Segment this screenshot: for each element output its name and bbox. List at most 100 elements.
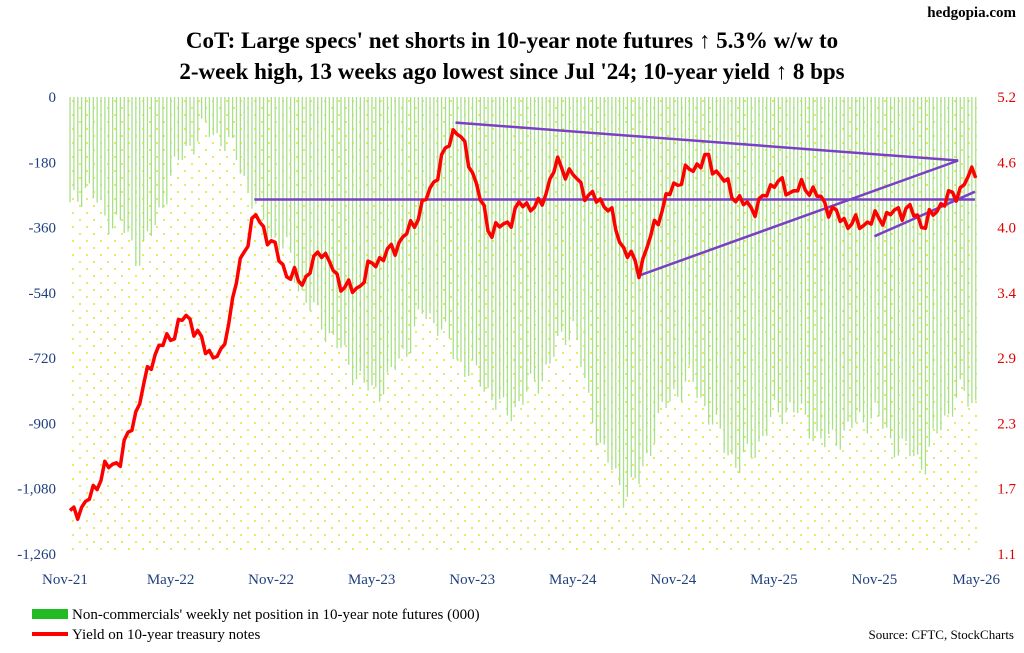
net-position-bar <box>557 97 559 337</box>
x-tick-label: Nov-24 <box>650 572 696 588</box>
net-position-bar <box>874 97 876 403</box>
net-position-bar <box>73 97 75 191</box>
net-position-bar <box>69 97 71 203</box>
net-position-bar <box>599 97 601 443</box>
net-position-bar <box>858 97 861 413</box>
net-position-bar <box>622 97 625 508</box>
net-position-bar <box>762 97 764 437</box>
x-tick-label: Nov-23 <box>449 572 495 588</box>
net-position-bar <box>491 97 493 401</box>
net-position-bar <box>889 97 892 439</box>
net-position-bar <box>793 97 795 413</box>
left-tick-label: -1,260 <box>17 547 56 563</box>
net-position-bar <box>336 97 338 349</box>
net-position-bar <box>471 97 474 361</box>
net-position-bar <box>417 97 420 310</box>
right-tick-label: 1.1 <box>997 547 1016 563</box>
net-position-bar <box>673 97 675 390</box>
left-tick-label: 0 <box>49 90 57 106</box>
net-position-bar <box>928 97 930 447</box>
net-position-bar <box>576 97 578 341</box>
net-position-bar <box>487 97 489 388</box>
net-position-bar <box>742 97 745 453</box>
net-position-bar <box>433 97 435 324</box>
net-position-bar <box>495 97 497 410</box>
net-position-bar <box>371 97 373 386</box>
net-position-bar <box>220 97 222 147</box>
left-tick-label: -540 <box>29 286 57 302</box>
net-position-bar <box>177 97 180 161</box>
net-position-bar <box>727 97 729 456</box>
net-position-bar <box>96 97 98 203</box>
net-position-bar <box>773 97 776 401</box>
net-position-bar <box>92 97 94 199</box>
net-position-bar <box>231 97 234 139</box>
net-position-bar <box>460 97 462 362</box>
net-position-bar <box>746 97 749 444</box>
net-position-bar <box>108 97 110 235</box>
net-position-bar <box>940 97 942 431</box>
net-position-bar <box>696 97 698 398</box>
net-position-bar <box>847 97 849 422</box>
net-position-bar <box>642 97 644 467</box>
net-position-bar <box>897 97 899 456</box>
net-position-bar <box>789 97 791 403</box>
net-position-bar <box>924 97 927 475</box>
net-position-bar <box>398 97 400 359</box>
net-position-bar <box>251 97 253 209</box>
net-position-bar <box>522 97 524 405</box>
net-position-bar <box>719 97 721 429</box>
net-position-bar <box>797 97 799 414</box>
x-axis: Nov-21 May-22 Nov-22 May-23 Nov-23 May-24 Nov-… <box>42 572 1000 588</box>
legend-label-bars: Non-commercials' weekly net position in … <box>72 607 480 623</box>
net-position-bar <box>278 97 280 250</box>
net-position-bar <box>429 97 431 314</box>
net-position-bar <box>448 97 451 339</box>
net-position-bar <box>820 97 822 439</box>
net-position-bar <box>905 97 907 442</box>
net-position-bar <box>611 97 613 470</box>
net-position-bar <box>320 97 323 330</box>
net-position-bar <box>111 97 114 229</box>
net-position-bar <box>917 97 919 455</box>
x-tick-label: May-25 <box>750 572 798 588</box>
source-label: Source: CFTC, StockCharts <box>868 627 1014 642</box>
net-position-bar <box>800 97 803 404</box>
net-position-bar <box>684 97 687 382</box>
right-tick-label: 3.4 <box>997 286 1016 302</box>
net-position-bar <box>104 97 106 216</box>
left-tick-label: -180 <box>29 155 57 171</box>
net-position-bar <box>123 97 125 234</box>
net-position-bar <box>948 97 950 414</box>
net-position-bar <box>139 97 141 266</box>
net-position-bar <box>769 97 772 418</box>
net-position-bar <box>402 97 404 349</box>
x-tick-label: Nov-21 <box>42 572 88 588</box>
net-position-bar <box>723 97 725 453</box>
net-position-bar <box>739 97 741 474</box>
brand-label: hedgopia.com <box>927 5 1016 21</box>
trend-lines <box>254 121 976 277</box>
net-position-bar <box>615 97 617 469</box>
net-position-bar <box>549 97 551 364</box>
x-tick-label: May-22 <box>147 572 195 588</box>
net-position-bar <box>766 97 768 436</box>
net-position-bar <box>367 97 369 391</box>
net-position-bar <box>189 97 191 146</box>
chart-title-line-1: CoT: Large specs' net shorts in 10-year … <box>186 28 838 53</box>
net-position-bar <box>553 97 555 357</box>
net-position-bar <box>440 97 443 330</box>
net-position-bar <box>224 97 226 152</box>
net-position-bar <box>340 97 342 348</box>
net-position-bar <box>669 97 671 402</box>
legend: Non-commercials' weekly net position in … <box>32 607 480 643</box>
net-position-bar <box>452 97 454 359</box>
net-position-bar <box>630 97 632 478</box>
net-position-bar <box>886 97 888 428</box>
net-position-bar <box>816 97 818 432</box>
right-tick-label: 4.6 <box>997 155 1016 171</box>
net-position-bar <box>866 97 869 434</box>
net-position-bar <box>344 97 346 346</box>
